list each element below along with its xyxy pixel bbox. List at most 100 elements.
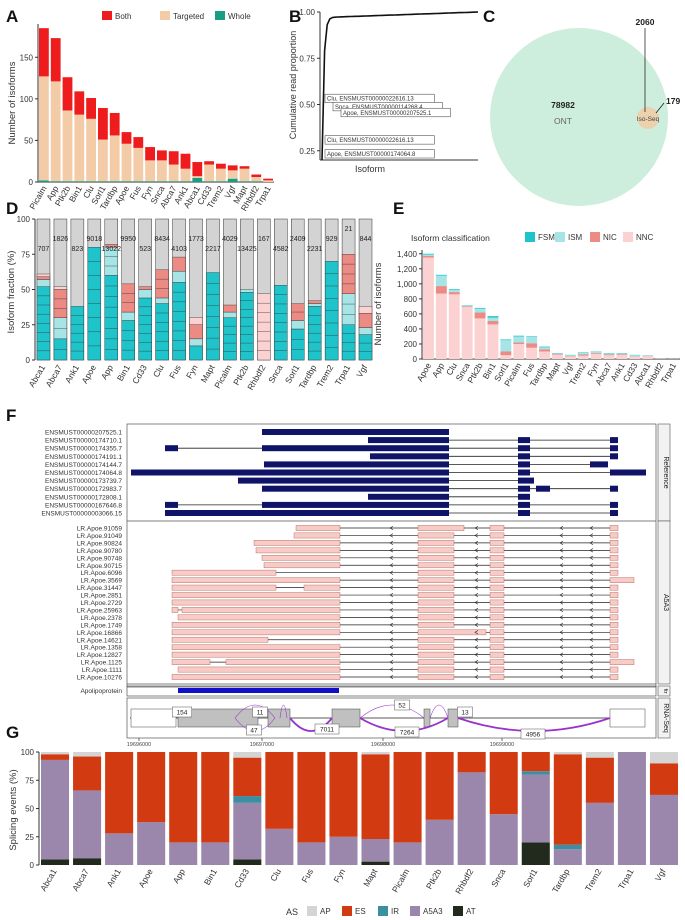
e-bar-ism <box>500 340 512 352</box>
g-legend-label: ES <box>355 907 366 916</box>
f-strand-arrow <box>389 674 394 680</box>
g-legend-label: IR <box>391 907 399 916</box>
g-ytick-label: 50 <box>25 805 34 814</box>
g-segment-a5a3 <box>521 774 550 843</box>
g-xtick-label: Vgf <box>653 866 668 883</box>
panel-f-isoform-track: Reference A5A3 ftr RNA-Seq ENSMUST0000020752… <box>41 423 671 748</box>
e-ytick-label: 600 <box>404 310 418 319</box>
f-isoform-exon <box>417 674 455 680</box>
g-segment-ap <box>361 752 390 755</box>
e-bar-nic <box>474 312 486 319</box>
g-segment-es <box>553 754 582 845</box>
panel-label-c: C <box>483 7 495 26</box>
a-bar-targeted <box>98 139 108 182</box>
g-segment-ap <box>649 752 678 764</box>
e-bar-nic <box>500 351 512 356</box>
f-xtick-label: 19697000 <box>250 742 274 748</box>
f-isoform-exon <box>263 562 341 569</box>
d-total-label: 1773 <box>188 236 204 243</box>
f-rnaseq-exon <box>447 708 459 728</box>
f-reference-label: ENSMUST00000173739.7 <box>45 478 122 485</box>
f-isoform-label: LR.Apoe.31447 <box>77 585 123 592</box>
f-isoform-exon <box>417 614 455 621</box>
e-bar-nnc <box>474 318 486 359</box>
e-bar-ism <box>539 347 550 350</box>
g-segment-a5a3 <box>329 836 358 865</box>
a-bar-targeted <box>227 170 238 179</box>
a-bar-targeted <box>192 176 203 178</box>
g-segment-es <box>137 752 166 823</box>
f-strip-label: ftr <box>662 689 668 694</box>
f-panel-frame <box>126 423 657 688</box>
f-strand-arrow <box>389 630 394 635</box>
a-bar-whole <box>62 181 73 182</box>
g-segment-a5a3 <box>233 802 262 860</box>
e-bar-fsm <box>435 274 447 276</box>
b-annotation-box <box>324 135 435 145</box>
e-bar-nic <box>435 286 447 294</box>
a-legend-swatch <box>215 11 225 20</box>
d-segment-nic <box>104 244 118 248</box>
f-strand-arrow <box>589 630 594 635</box>
f-reference-label: ENSMUST00000174191.1 <box>45 454 122 461</box>
f-ftr-frame <box>126 685 657 697</box>
f-reference-exon <box>262 445 449 452</box>
g-y-axis-title: Splicing events (%) <box>8 769 19 850</box>
f-isoform-exon <box>609 629 619 636</box>
a-bar-whole <box>98 181 108 182</box>
f-strand-arrow <box>389 652 394 657</box>
d-total-label: 2217 <box>205 246 221 253</box>
g-segment-at <box>521 842 550 865</box>
f-strand-arrow <box>589 607 594 613</box>
d-segment-fsm <box>189 345 203 361</box>
a-bar-targeted <box>251 177 262 182</box>
f-isoform-label: LR.Apoe.14621 <box>77 637 123 644</box>
f-reference-exon <box>264 461 449 468</box>
a-bar-targeted <box>133 147 144 182</box>
e-bar-nnc <box>603 355 615 359</box>
g-segment-es <box>41 754 70 760</box>
e-bar-ism <box>577 352 589 355</box>
f-reference-exon <box>610 445 618 452</box>
e-bar-ism <box>474 308 486 313</box>
g-segment-a5a3 <box>489 814 518 865</box>
f-isoform-exon <box>489 651 505 658</box>
f-strand-arrow <box>589 585 594 590</box>
f-isoform-exon <box>609 644 619 650</box>
f-strand-arrow <box>474 570 479 575</box>
f-strand-arrow <box>589 578 594 583</box>
f-isoform-exon <box>489 569 505 576</box>
d-xtick-label: App <box>99 363 115 381</box>
panel-label-g: G <box>6 723 19 742</box>
g-segment-a5a3 <box>649 794 678 865</box>
f-isoform-label: LR.Apoe.2378 <box>80 615 122 622</box>
d-total-label: 4582 <box>273 246 289 253</box>
f-strand-arrow <box>474 652 479 657</box>
a-ytick-label: 150 <box>20 53 34 62</box>
d-total-label: 844 <box>360 236 372 243</box>
d-segment-ism <box>358 327 373 335</box>
f-isoform-exon <box>489 607 505 613</box>
f-junction-box <box>246 724 262 736</box>
e-bar-nnc <box>435 293 447 359</box>
a-legend-label: Both <box>115 12 131 21</box>
f-junction-arc <box>359 704 425 719</box>
f-strand-arrow <box>389 592 394 598</box>
f-isoform-exon <box>609 562 619 569</box>
f-strand-arrow <box>589 563 594 568</box>
e-bar-ism <box>603 353 615 355</box>
f-strand-arrow <box>589 660 594 665</box>
f-strand-arrow <box>474 555 479 560</box>
e-legend-title: Isoform classification <box>411 233 490 243</box>
g-segment-a5a3 <box>457 772 486 865</box>
f-reference-exon <box>610 437 618 444</box>
g-xtick-label: Trem2 <box>583 867 604 893</box>
e-bar-nic <box>423 256 434 258</box>
f-xtick-label: 19698000 <box>371 742 395 748</box>
a-bar-whole <box>227 178 238 182</box>
d-ytick-label: 75 <box>21 250 30 259</box>
f-reference-exon <box>131 469 449 476</box>
f-isoform-label: LR.Apoe.91059 <box>77 526 123 533</box>
g-segment-es <box>329 752 358 837</box>
